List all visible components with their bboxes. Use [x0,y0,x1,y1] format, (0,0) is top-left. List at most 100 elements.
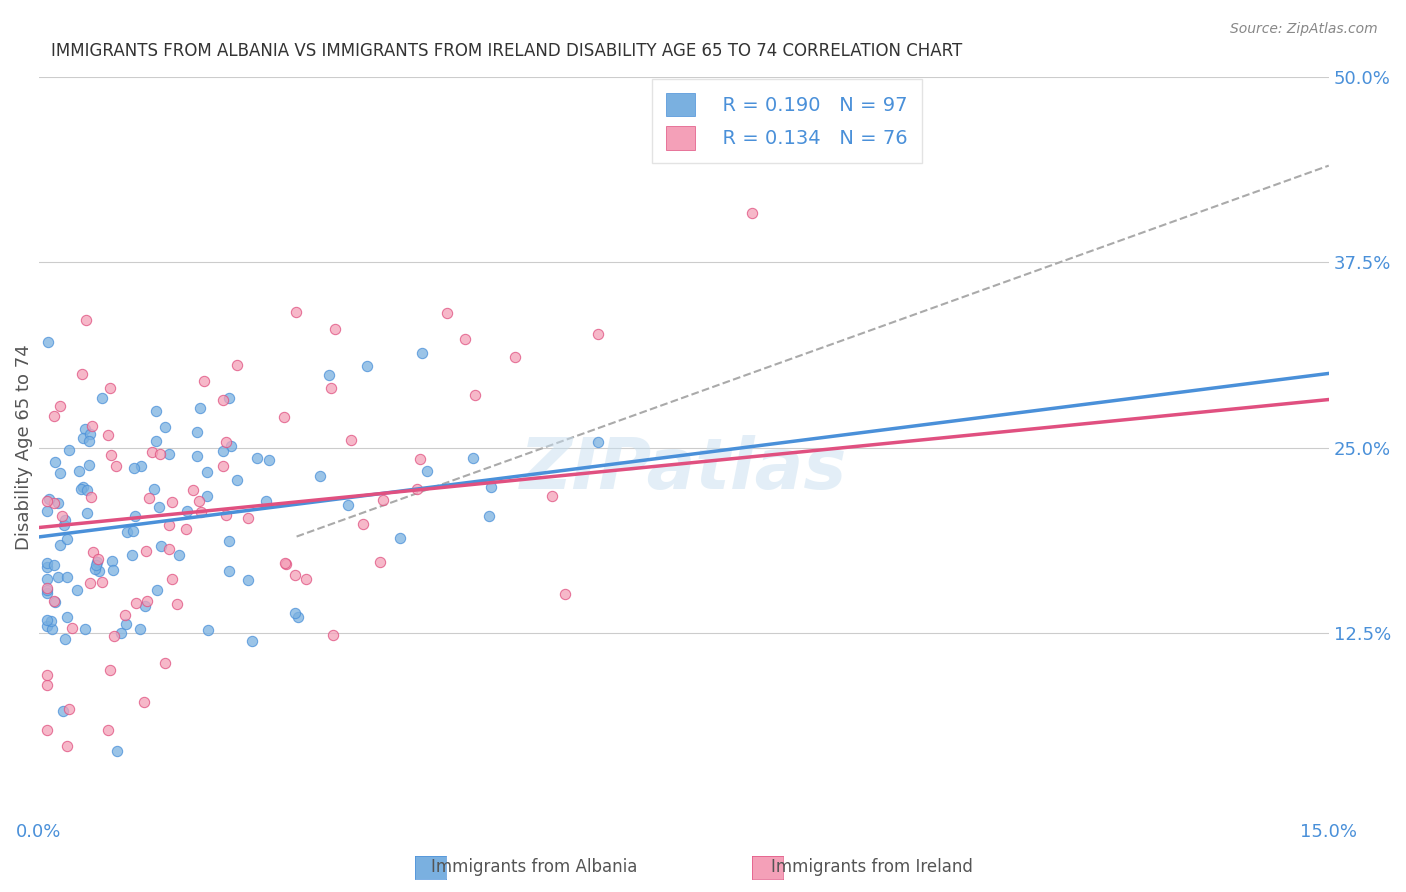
Point [44,558,66,572]
Point [46,496,69,510]
Point [98,663,121,677]
Point [741,206,763,220]
Point [193,374,215,388]
Point [236,574,259,588]
Point [104,458,127,473]
Point [463,450,485,465]
Point [240,634,263,648]
Point [60,621,83,635]
Point [82,419,104,434]
Point [188,401,211,415]
Point [48,399,70,413]
Text: IMMIGRANTS FROM ALBANIA VS IMMIGRANTS FROM IRELAND DISABILITY AGE 65 TO 74 CORRE: IMMIGRANTS FROM ALBANIA VS IMMIGRANTS FR… [52,42,963,60]
Point [110,625,132,640]
Point [70,367,93,381]
Point [49,466,72,480]
Point [195,465,218,479]
Point [389,531,412,545]
Point [87,564,110,578]
Point [79,575,101,590]
Point [70,482,93,496]
Point [287,609,309,624]
Point [503,350,526,364]
Point [176,503,198,517]
Point [67,464,90,478]
Point [79,434,101,448]
Point [72,431,94,445]
Point [148,500,170,515]
Point [37,582,59,597]
Point [153,656,176,670]
Point [37,556,59,570]
Point [82,544,104,558]
Point [586,327,609,342]
Point [160,494,183,508]
Point [145,404,167,418]
Point [353,517,375,532]
Point [219,439,242,453]
Text: Source: ZipAtlas.com: Source: ZipAtlas.com [1230,22,1378,37]
Point [186,449,208,463]
Point [186,425,208,439]
Point [149,539,172,553]
Point [284,606,307,620]
Point [58,443,80,458]
Point [56,739,79,754]
Point [284,305,307,319]
Point [37,334,59,349]
Point [143,482,166,496]
Point [79,458,101,472]
Point [479,480,502,494]
Point [52,704,75,718]
Point [406,482,429,496]
Point [212,393,235,408]
Legend:   R = 0.190   N = 97,   R = 0.134   N = 76: R = 0.190 N = 97, R = 0.134 N = 76 [652,78,922,163]
Point [409,451,432,466]
Point [325,322,347,336]
Point [124,596,146,610]
Point [75,313,97,327]
Point [96,723,118,738]
Point [159,447,181,461]
Point [212,458,235,473]
Point [226,473,249,487]
Point [56,610,79,624]
Point [37,494,59,508]
Point [322,627,344,641]
Point [100,554,122,568]
Point [37,581,59,595]
Point [318,368,340,382]
Point [554,587,576,601]
Point [37,723,59,737]
Point [51,508,73,523]
Point [236,511,259,525]
Point [115,617,138,632]
Point [157,542,180,557]
Point [356,359,378,373]
Point [98,381,121,395]
Point [145,434,167,448]
Y-axis label: Disability Age 65 to 74: Disability Age 65 to 74 [15,344,32,550]
Point [86,555,108,569]
Point [39,614,62,628]
Point [56,570,79,584]
Point [176,522,198,536]
Point [37,559,59,574]
Point [146,582,169,597]
Point [215,508,238,523]
Point [453,332,475,346]
Point [79,427,101,442]
Text: ZIPatlas: ZIPatlas [520,435,848,504]
Point [218,534,240,549]
Point [84,558,107,573]
Point [368,555,391,569]
Point [181,483,204,498]
Point [42,409,65,424]
Point [540,489,562,503]
Point [44,594,66,608]
Point [129,459,152,474]
Point [37,668,59,682]
Point [115,524,138,539]
Point [37,586,59,600]
Point [135,594,157,608]
